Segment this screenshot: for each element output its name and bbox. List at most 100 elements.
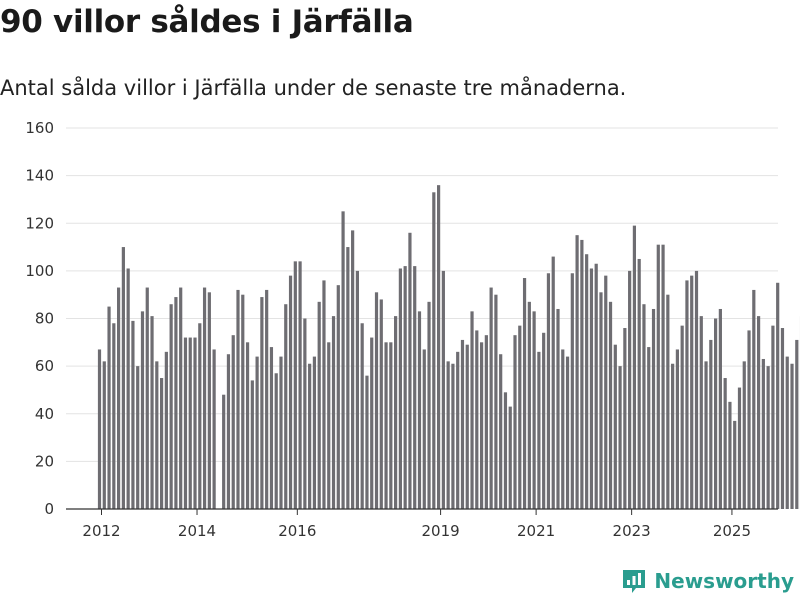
bar xyxy=(97,349,102,509)
bar xyxy=(102,361,106,509)
newsworthy-logo-icon xyxy=(623,570,646,593)
bar xyxy=(398,268,402,509)
x-axis: 2012 2014 2016 2019 2021 2023 2025 xyxy=(66,508,778,540)
bar xyxy=(790,363,794,509)
bar xyxy=(503,392,508,509)
bar xyxy=(403,266,407,509)
bar xyxy=(298,261,302,509)
bar xyxy=(456,351,460,509)
bar xyxy=(322,280,326,509)
bar xyxy=(685,280,689,509)
bar xyxy=(589,268,594,509)
bar xyxy=(269,347,274,509)
bar xyxy=(303,318,307,509)
bar xyxy=(288,275,293,509)
bar xyxy=(527,301,531,509)
bar xyxy=(265,289,269,509)
y-tick-label: 100 xyxy=(25,262,54,280)
bar xyxy=(437,185,441,509)
bar xyxy=(140,311,145,509)
bar xyxy=(441,270,445,510)
bar xyxy=(484,335,488,509)
y-tick-label: 40 xyxy=(35,405,54,423)
bar xyxy=(150,316,154,509)
x-tick-label: 2023 xyxy=(613,522,651,540)
bar xyxy=(384,342,388,509)
bar xyxy=(260,297,264,509)
bar xyxy=(136,366,140,510)
bar xyxy=(370,337,374,509)
bar xyxy=(207,292,211,509)
bar xyxy=(374,292,379,509)
bar xyxy=(451,363,455,509)
bar xyxy=(499,354,503,509)
y-tick-label: 160 xyxy=(25,119,54,137)
bar xyxy=(389,342,393,509)
bar xyxy=(565,356,570,509)
bar xyxy=(733,420,737,509)
bar xyxy=(284,304,288,509)
bar xyxy=(661,244,665,509)
x-tick-label: 2012 xyxy=(82,522,120,540)
bar xyxy=(193,337,197,509)
bar xyxy=(694,270,699,510)
bar xyxy=(780,328,785,509)
bar xyxy=(331,316,336,509)
bar-series xyxy=(97,185,800,510)
bar xyxy=(718,308,722,509)
bar xyxy=(585,254,589,509)
bar xyxy=(656,244,660,509)
bar xyxy=(145,287,149,509)
y-tick-label: 0 xyxy=(44,500,54,518)
bar xyxy=(236,289,240,509)
bar xyxy=(537,351,541,509)
bar xyxy=(365,375,369,509)
bar xyxy=(575,235,579,509)
bar xyxy=(417,311,422,509)
bar xyxy=(532,311,536,509)
bar xyxy=(608,301,613,509)
bar xyxy=(413,266,417,509)
y-tick-label: 60 xyxy=(35,357,54,375)
x-tick-label: 2025 xyxy=(713,522,751,540)
bar xyxy=(666,294,670,509)
bar xyxy=(604,275,608,509)
bar xyxy=(222,394,226,509)
bar xyxy=(422,349,426,509)
bar xyxy=(179,287,183,509)
bar xyxy=(647,347,651,509)
bar xyxy=(308,363,312,509)
bar xyxy=(121,247,125,509)
chart-subtitle: Antal sålda villor i Järfälla under de s… xyxy=(0,76,627,100)
bar xyxy=(446,361,450,509)
bar xyxy=(599,292,603,509)
bar xyxy=(460,339,465,509)
bar xyxy=(174,297,178,509)
bar xyxy=(714,318,718,509)
y-tick-label: 140 xyxy=(25,167,54,185)
bar xyxy=(360,323,364,509)
bar xyxy=(747,330,751,509)
brand: Newsworthy xyxy=(621,568,794,594)
bar xyxy=(112,323,116,509)
bar xyxy=(561,349,565,509)
bar xyxy=(241,294,245,509)
bar xyxy=(479,342,484,509)
bar xyxy=(432,192,436,510)
bar xyxy=(394,316,398,509)
bar xyxy=(169,304,173,509)
y-tick-label: 80 xyxy=(35,310,54,328)
bar xyxy=(766,366,770,510)
bar xyxy=(183,337,188,509)
bar xyxy=(212,349,216,509)
bar xyxy=(231,335,235,509)
bar xyxy=(327,342,331,509)
bar xyxy=(628,270,632,510)
bar xyxy=(202,287,207,509)
bar xyxy=(351,230,355,509)
bar xyxy=(513,335,517,509)
bar xyxy=(341,211,345,509)
bar xyxy=(293,261,297,509)
bar xyxy=(742,361,746,509)
